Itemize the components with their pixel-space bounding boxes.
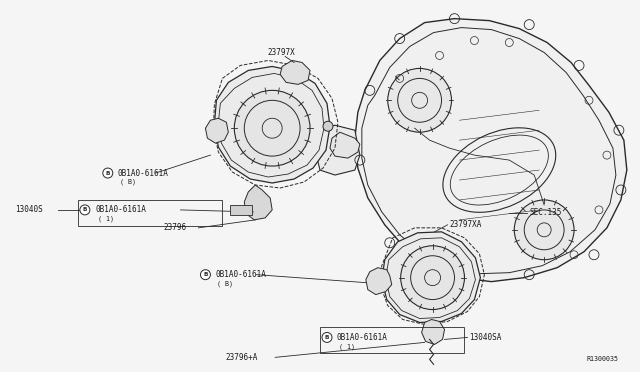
Text: 0B1A0-6161A: 0B1A0-6161A	[337, 333, 388, 342]
Text: ( 1): ( 1)	[98, 216, 114, 222]
Polygon shape	[382, 232, 481, 323]
Bar	[320, 327, 465, 353]
Circle shape	[234, 90, 310, 166]
Circle shape	[388, 68, 451, 132]
Text: 0B1A0-6161A: 0B1A0-6161A	[118, 169, 168, 177]
Circle shape	[323, 121, 333, 131]
Text: SEC.135: SEC.135	[529, 208, 561, 217]
Text: B: B	[324, 335, 329, 340]
Polygon shape	[244, 185, 272, 220]
Text: 13040SA: 13040SA	[469, 333, 502, 342]
Text: R1300035: R1300035	[587, 356, 619, 362]
Polygon shape	[205, 118, 228, 143]
Text: 0B1A0-6161A: 0B1A0-6161A	[216, 270, 266, 279]
Circle shape	[515, 200, 574, 260]
Text: 13040S: 13040S	[15, 205, 43, 214]
Polygon shape	[315, 125, 360, 175]
Polygon shape	[280, 61, 310, 84]
Text: ( 1): ( 1)	[339, 343, 355, 350]
Circle shape	[80, 205, 90, 215]
Polygon shape	[214, 67, 330, 183]
Circle shape	[103, 168, 113, 178]
Text: 23796+A: 23796+A	[225, 353, 258, 362]
Polygon shape	[422, 320, 445, 344]
Circle shape	[200, 270, 211, 280]
Text: 23797XA: 23797XA	[449, 220, 482, 230]
Text: B: B	[204, 272, 207, 277]
Circle shape	[401, 246, 465, 310]
Text: B: B	[83, 208, 87, 212]
Text: 0B1A0-6161A: 0B1A0-6161A	[96, 205, 147, 214]
Text: B: B	[106, 170, 110, 176]
Text: 23797X: 23797X	[267, 48, 295, 57]
Circle shape	[322, 333, 332, 342]
Polygon shape	[355, 19, 627, 282]
Text: ( B): ( B)	[218, 280, 234, 287]
Polygon shape	[330, 132, 360, 158]
Bar	[78, 200, 222, 226]
Text: 23796: 23796	[164, 223, 187, 232]
Polygon shape	[366, 268, 392, 295]
Text: ( B): ( B)	[120, 179, 136, 185]
Bar	[230, 205, 252, 215]
